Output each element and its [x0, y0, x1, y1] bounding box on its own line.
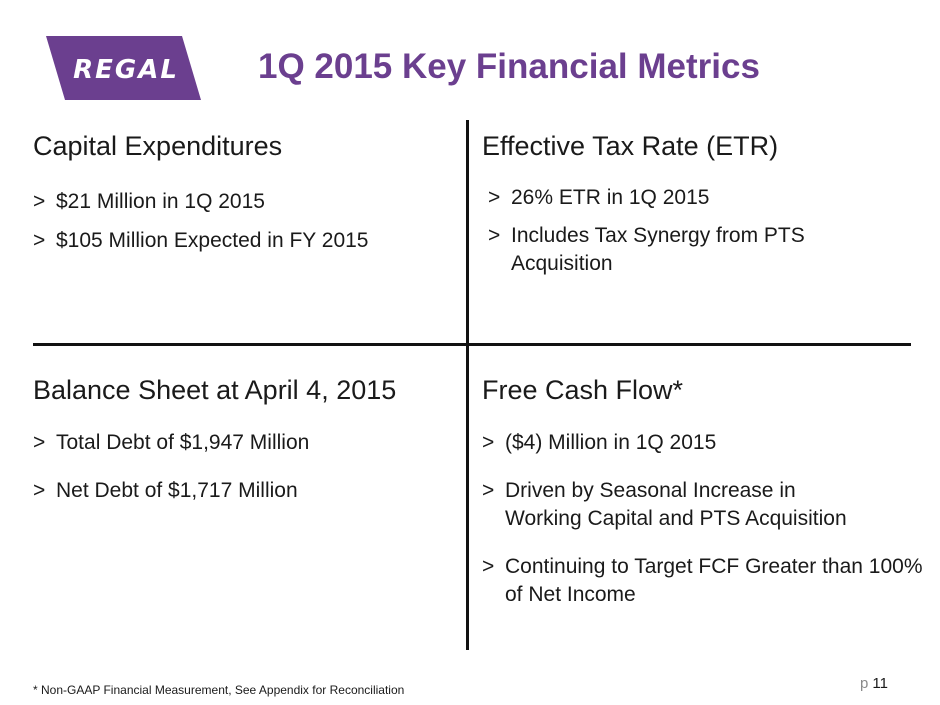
free-cash-flow-list: > ($4) Million in 1Q 2015 > Driven by Se…: [482, 429, 925, 609]
bullet-text: 26% ETR in 1Q 2015: [511, 186, 710, 209]
balance-sheet-section: Balance Sheet at April 4, 2015 > Total D…: [33, 373, 453, 525]
list-item: > $21 Million in 1Q 2015: [33, 188, 453, 216]
bullet-marker: >: [482, 555, 495, 578]
regal-logo: REGAL: [46, 36, 201, 100]
regal-logo-mark: REGAL: [46, 36, 201, 100]
bullet-text: Total Debt of $1,947 Million: [56, 431, 310, 454]
page-number: p 11: [860, 675, 888, 692]
bullet-text: Includes Tax Synergy from PTS Acquisitio…: [511, 224, 805, 275]
bullet-marker: >: [482, 431, 495, 454]
capex-heading: Capital Expenditures: [33, 131, 283, 161]
bullet-text: Continuing to Target FCF Greater than 10…: [505, 555, 923, 606]
regal-logo-text: REGAL: [73, 55, 179, 85]
list-item: > ($4) Million in 1Q 2015: [482, 429, 922, 457]
free-cash-flow-heading: Free Cash Flow*: [482, 375, 684, 405]
bullet-text: Net Debt of $1,717 Million: [56, 479, 298, 502]
list-item: > Total Debt of $1,947 Million: [33, 429, 453, 457]
bullet-text: $105 Million Expected in FY 2015: [56, 229, 369, 252]
list-item: > Driven by Seasonal Increase in Working…: [482, 477, 875, 533]
etr-section: Effective Tax Rate (ETR) > 26% ETR in 1Q…: [482, 129, 922, 288]
vertical-divider: [466, 120, 469, 650]
bullet-marker: >: [482, 479, 495, 502]
free-cash-flow-section: Free Cash Flow* > ($4) Million in 1Q 201…: [482, 373, 925, 629]
balance-sheet-list: > Total Debt of $1,947 Million > Net Deb…: [33, 429, 453, 505]
bullet-text: Driven by Seasonal Increase in Working C…: [505, 479, 847, 530]
capex-list: > $21 Million in 1Q 2015 > $105 Million …: [33, 188, 453, 255]
list-item: > Net Debt of $1,717 Million: [33, 477, 453, 505]
page-title: 1Q 2015 Key Financial Metrics: [258, 47, 760, 86]
page-number-value: 11: [872, 675, 888, 692]
list-item: > Continuing to Target FCF Greater than …: [482, 553, 925, 609]
balance-sheet-heading: Balance Sheet at April 4, 2015: [33, 375, 397, 405]
bullet-text: ($4) Million in 1Q 2015: [505, 431, 717, 454]
page-prefix: p: [860, 675, 869, 692]
bullet-marker: >: [33, 229, 46, 252]
horizontal-divider: [33, 343, 911, 346]
bullet-marker: >: [33, 190, 46, 213]
footnote: * Non-GAAP Financial Measurement, See Ap…: [33, 683, 405, 697]
bullet-marker: >: [488, 224, 501, 247]
bullet-text: $21 Million in 1Q 2015: [56, 190, 265, 213]
list-item: > 26% ETR in 1Q 2015: [488, 184, 922, 212]
etr-list: > 26% ETR in 1Q 2015 > Includes Tax Syne…: [482, 184, 922, 278]
bullet-marker: >: [33, 431, 46, 454]
list-item: > Includes Tax Synergy from PTS Acquisit…: [488, 222, 891, 278]
capex-section: Capital Expenditures > $21 Million in 1Q…: [33, 129, 453, 266]
etr-heading: Effective Tax Rate (ETR): [482, 131, 779, 161]
bullet-marker: >: [33, 479, 46, 502]
list-item: > $105 Million Expected in FY 2015: [33, 227, 453, 255]
bullet-marker: >: [488, 186, 501, 209]
